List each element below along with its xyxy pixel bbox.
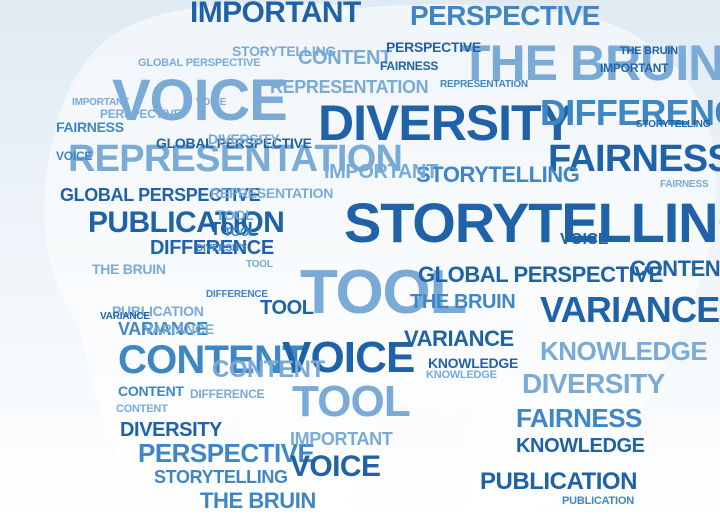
word: FAIRNESS [56,119,124,135]
word: DIVERSITY [120,419,222,441]
word: TOOL [224,225,257,239]
word: GLOBAL PERSPECTIVE [156,135,312,151]
word: PERSPECTIVE [386,39,481,55]
word: THE BRUIN [620,45,678,57]
word: DIVERSITY [196,243,247,254]
word: THE BRUIN [92,261,166,277]
word: REPRESENTATION [210,185,334,201]
word: VARIANCE [404,326,514,351]
word: IMPORTANT [324,161,438,183]
word: DIVERSITY [522,368,665,399]
word: CONTENT [212,356,325,383]
word: VARIANCE [144,321,214,337]
word: KNOWLEDGE [426,369,497,381]
word: VOICE [290,450,381,483]
word: GLOBAL PERSPECTIVE [60,185,261,205]
word: CONTENT [118,383,184,399]
word: VOICE [282,333,415,382]
word: IMPORTANT [600,61,669,75]
word: DIFFERENCE [190,387,265,401]
word: VOICE [560,231,609,248]
word: VARIANCE [118,319,208,339]
word: TOOL [210,219,259,239]
word: DIFFERENCE [540,92,720,133]
word: PUBLICATION [562,495,634,507]
word: DIVERSITY [318,95,574,151]
word: DIVERSITY [208,131,280,147]
bear-shape [44,2,716,510]
word: VOICE [56,149,93,163]
word: REPRESENTATION [440,79,528,90]
word: DIFFERENCE [150,237,274,259]
word: KNOWLEDGE [516,435,645,457]
word: THE BRUIN [410,291,516,313]
word: CONTENT [630,256,720,281]
word: REPRESENTATION [270,77,429,97]
word: STORYTELLING [344,191,720,254]
word: IMPORTANT [290,429,393,449]
word: FAIRNESS [548,138,720,180]
word: VOICE [196,97,227,108]
word: PERSPECTIVE [410,0,600,31]
word: STORYTELLING [154,467,288,487]
word: GLOBAL PERSPECTIVE [418,262,663,287]
word: STORYTELLING [636,119,711,130]
word: CONTENT [116,403,168,415]
word: TOOL [260,297,314,319]
word: FAIRNESS [660,179,709,190]
word: GLOBAL PERSPECTIVE [138,57,261,69]
word: PERSPECTIVE [138,438,315,468]
word: IMPORTANT [190,0,361,29]
word: STORYTELLING [232,43,336,59]
word: TOOL [300,258,467,327]
word: VOICE [112,68,288,133]
word: VARIANCE [540,289,720,330]
word: THE BRUIN [200,488,316,513]
word: IMPORTANT [72,97,129,108]
word: STORYTELLING [416,162,580,187]
word: TOOL [292,377,411,426]
word: CONTENT [118,338,307,382]
word: PERSPECTIVE [100,107,182,121]
word: PUBLICATION [88,206,285,239]
word: KNOWLEDGE [540,336,708,366]
word: THE BRUIN [460,35,720,91]
word: DIFFERENCE [206,289,268,300]
word: TOOL [246,259,273,270]
word: TOOL [216,207,254,223]
word: CONTENT [298,47,392,69]
word: FAIRNESS [380,59,439,73]
word: VARIANCE [100,311,150,322]
word: PUBLICATION [480,468,637,495]
word: FAIRNESS [516,403,642,433]
word: KNOWLEDGE [428,355,519,371]
word: PUBLICATION [112,303,204,319]
word: REPRESENTATION [68,138,403,180]
